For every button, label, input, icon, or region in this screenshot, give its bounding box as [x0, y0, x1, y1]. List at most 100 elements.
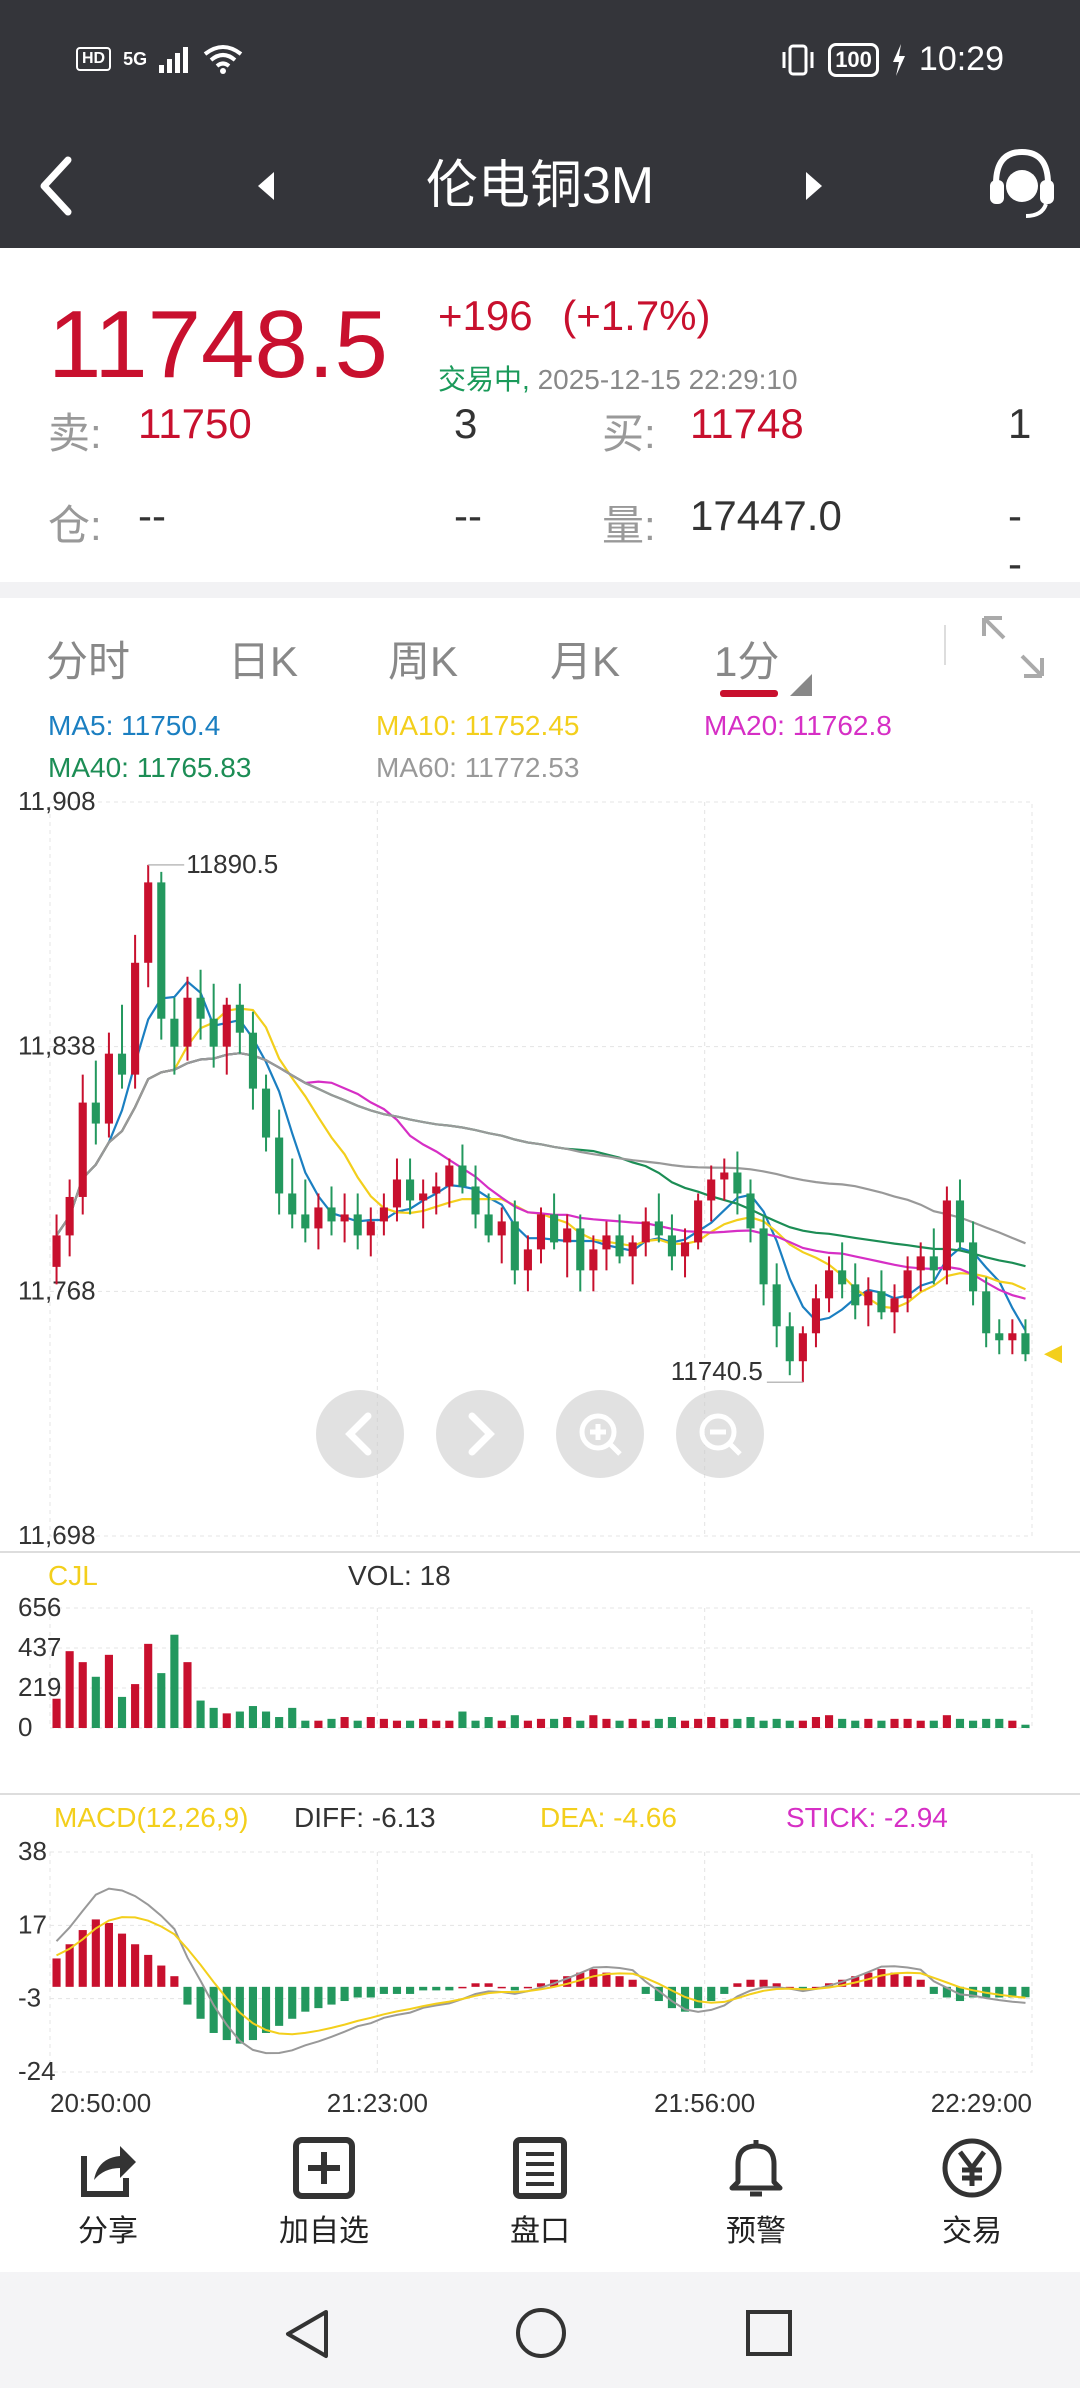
status-left: HD 5G — [76, 44, 243, 74]
alert-label: 预警 — [726, 2215, 786, 2248]
macd-histogram-bar — [353, 1986, 362, 1998]
volume-bar — [536, 1718, 546, 1728]
trade-button[interactable]: 交易 — [892, 2136, 1052, 2266]
yen-trade-icon — [942, 2138, 1002, 2198]
customer-service-icon[interactable] — [986, 144, 1058, 224]
macd-histogram-bar — [995, 1986, 1004, 1998]
price-change: +196 (+1.7%) — [438, 292, 711, 340]
low-price-annotation: 11740.5 — [671, 1356, 763, 1386]
volume-bar — [445, 1720, 454, 1728]
back-arrow-icon[interactable] — [28, 152, 88, 220]
kline-chart[interactable]: 11,90811,83811,76811,69811890.511740.565… — [0, 0, 1080, 2124]
macd-histogram-bar — [536, 1983, 546, 1987]
trade-label: 交易 — [942, 2215, 1002, 2248]
macd-histogram-bar — [301, 1986, 310, 2012]
candle-body — [406, 1179, 415, 1201]
chevron-left-icon — [345, 1412, 372, 1456]
system-recents-icon[interactable] — [744, 2308, 794, 2358]
system-home-icon[interactable] — [514, 2306, 568, 2360]
candle-body — [209, 1018, 218, 1047]
candle-body — [589, 1249, 598, 1271]
signal-bars-icon — [159, 47, 189, 73]
macd-histogram-bar — [707, 1986, 716, 2002]
status-bar: HD 5G 100 10:29 — [0, 0, 1080, 124]
zoom-out-button[interactable] — [676, 1390, 764, 1478]
macd-histogram-bar — [52, 1958, 61, 1987]
volume-bar — [91, 1676, 100, 1728]
candle-body — [824, 1270, 834, 1299]
ma5-line — [55, 980, 1027, 1332]
share-button[interactable]: 分享 — [28, 2136, 188, 2266]
volume-axis-label: 437 — [18, 1632, 61, 1662]
macd-histogram-bar — [104, 1922, 113, 1987]
candle-body — [104, 1053, 113, 1124]
share-label: 分享 — [78, 2215, 138, 2248]
tab-intraday[interactable]: 分时 — [46, 638, 131, 685]
volume-bar — [484, 1717, 493, 1728]
macd-histogram-bar — [327, 1986, 336, 2005]
buy-quantity: 1 — [1008, 400, 1032, 447]
next-contract-icon[interactable] — [800, 162, 830, 210]
system-back-icon[interactable] — [282, 2308, 332, 2360]
last-price-marker — [1044, 1345, 1062, 1364]
macd-histogram-bar — [196, 1986, 205, 2019]
volume-panel-title: CJL — [48, 1560, 98, 1591]
previous-contract-icon[interactable] — [250, 162, 280, 210]
volume-bar — [563, 1717, 572, 1728]
candle-body — [510, 1221, 519, 1271]
candle-body — [667, 1235, 676, 1257]
volume-bar — [680, 1720, 690, 1728]
time-axis-label: 21:56:00 — [654, 2088, 755, 2118]
battery-level: 100 — [828, 42, 879, 77]
candle-body — [471, 1186, 480, 1215]
volume-axis-label: 0 — [18, 1712, 32, 1742]
volume-bar — [694, 1718, 703, 1728]
candle-body — [170, 1018, 179, 1047]
volume-bar — [314, 1720, 323, 1728]
volume-bar — [1008, 1720, 1017, 1728]
volume-value: 17447.0 — [690, 492, 842, 539]
volume-bar — [955, 1718, 965, 1728]
volume-bar — [550, 1718, 559, 1728]
volume-bar — [877, 1720, 886, 1728]
tab-weekly[interactable]: 周K — [388, 638, 459, 685]
candle-body — [484, 1214, 493, 1236]
macd-axis-label: 38 — [18, 1836, 47, 1866]
tab-dropdown-icon[interactable] — [790, 674, 812, 696]
fullscreen-icon[interactable] — [980, 614, 1046, 680]
trading-status-label: 交易中, — [438, 364, 530, 395]
macd-histogram-bar — [563, 1976, 572, 1987]
volume-bar — [379, 1718, 388, 1728]
chart-controls — [316, 1390, 766, 1480]
alert-button[interactable]: 预警 — [676, 2136, 836, 2266]
volume-bar — [52, 1698, 61, 1728]
macd-dea: DEA: -4.66 — [540, 1802, 677, 1833]
candle-body — [392, 1179, 402, 1208]
volume-bar — [982, 1718, 991, 1728]
macd-histogram-bar — [942, 1986, 951, 1998]
time-axis-label: 21:23:00 — [327, 2088, 428, 2118]
candle-body — [327, 1207, 336, 1222]
candle-body — [222, 1004, 231, 1047]
macd-histogram-bar — [261, 1986, 271, 2033]
candle-body — [929, 1256, 938, 1271]
candle-body — [458, 1165, 467, 1187]
add-favorite-button[interactable]: 加自选 — [244, 2136, 404, 2266]
tab-1min[interactable]: 1分 — [714, 638, 780, 685]
candle-body — [851, 1284, 860, 1306]
charging-icon — [892, 43, 905, 76]
macd-histogram-bar — [733, 1983, 742, 1987]
candle-body — [366, 1221, 375, 1236]
scroll-right-button[interactable] — [436, 1390, 524, 1478]
candle-body — [91, 1102, 100, 1124]
candle-body — [419, 1193, 428, 1201]
zoom-in-button[interactable] — [556, 1390, 644, 1478]
tab-monthly[interactable]: 月K — [550, 638, 621, 685]
scroll-left-button[interactable] — [316, 1390, 404, 1478]
macd-histogram-bar — [811, 1986, 821, 1989]
order-book-button[interactable]: 盘口 — [460, 2136, 620, 2266]
volume-bar — [222, 1713, 231, 1728]
volume-bar — [995, 1718, 1004, 1728]
candle-body — [654, 1221, 663, 1236]
tab-daily[interactable]: 日K — [228, 638, 299, 685]
